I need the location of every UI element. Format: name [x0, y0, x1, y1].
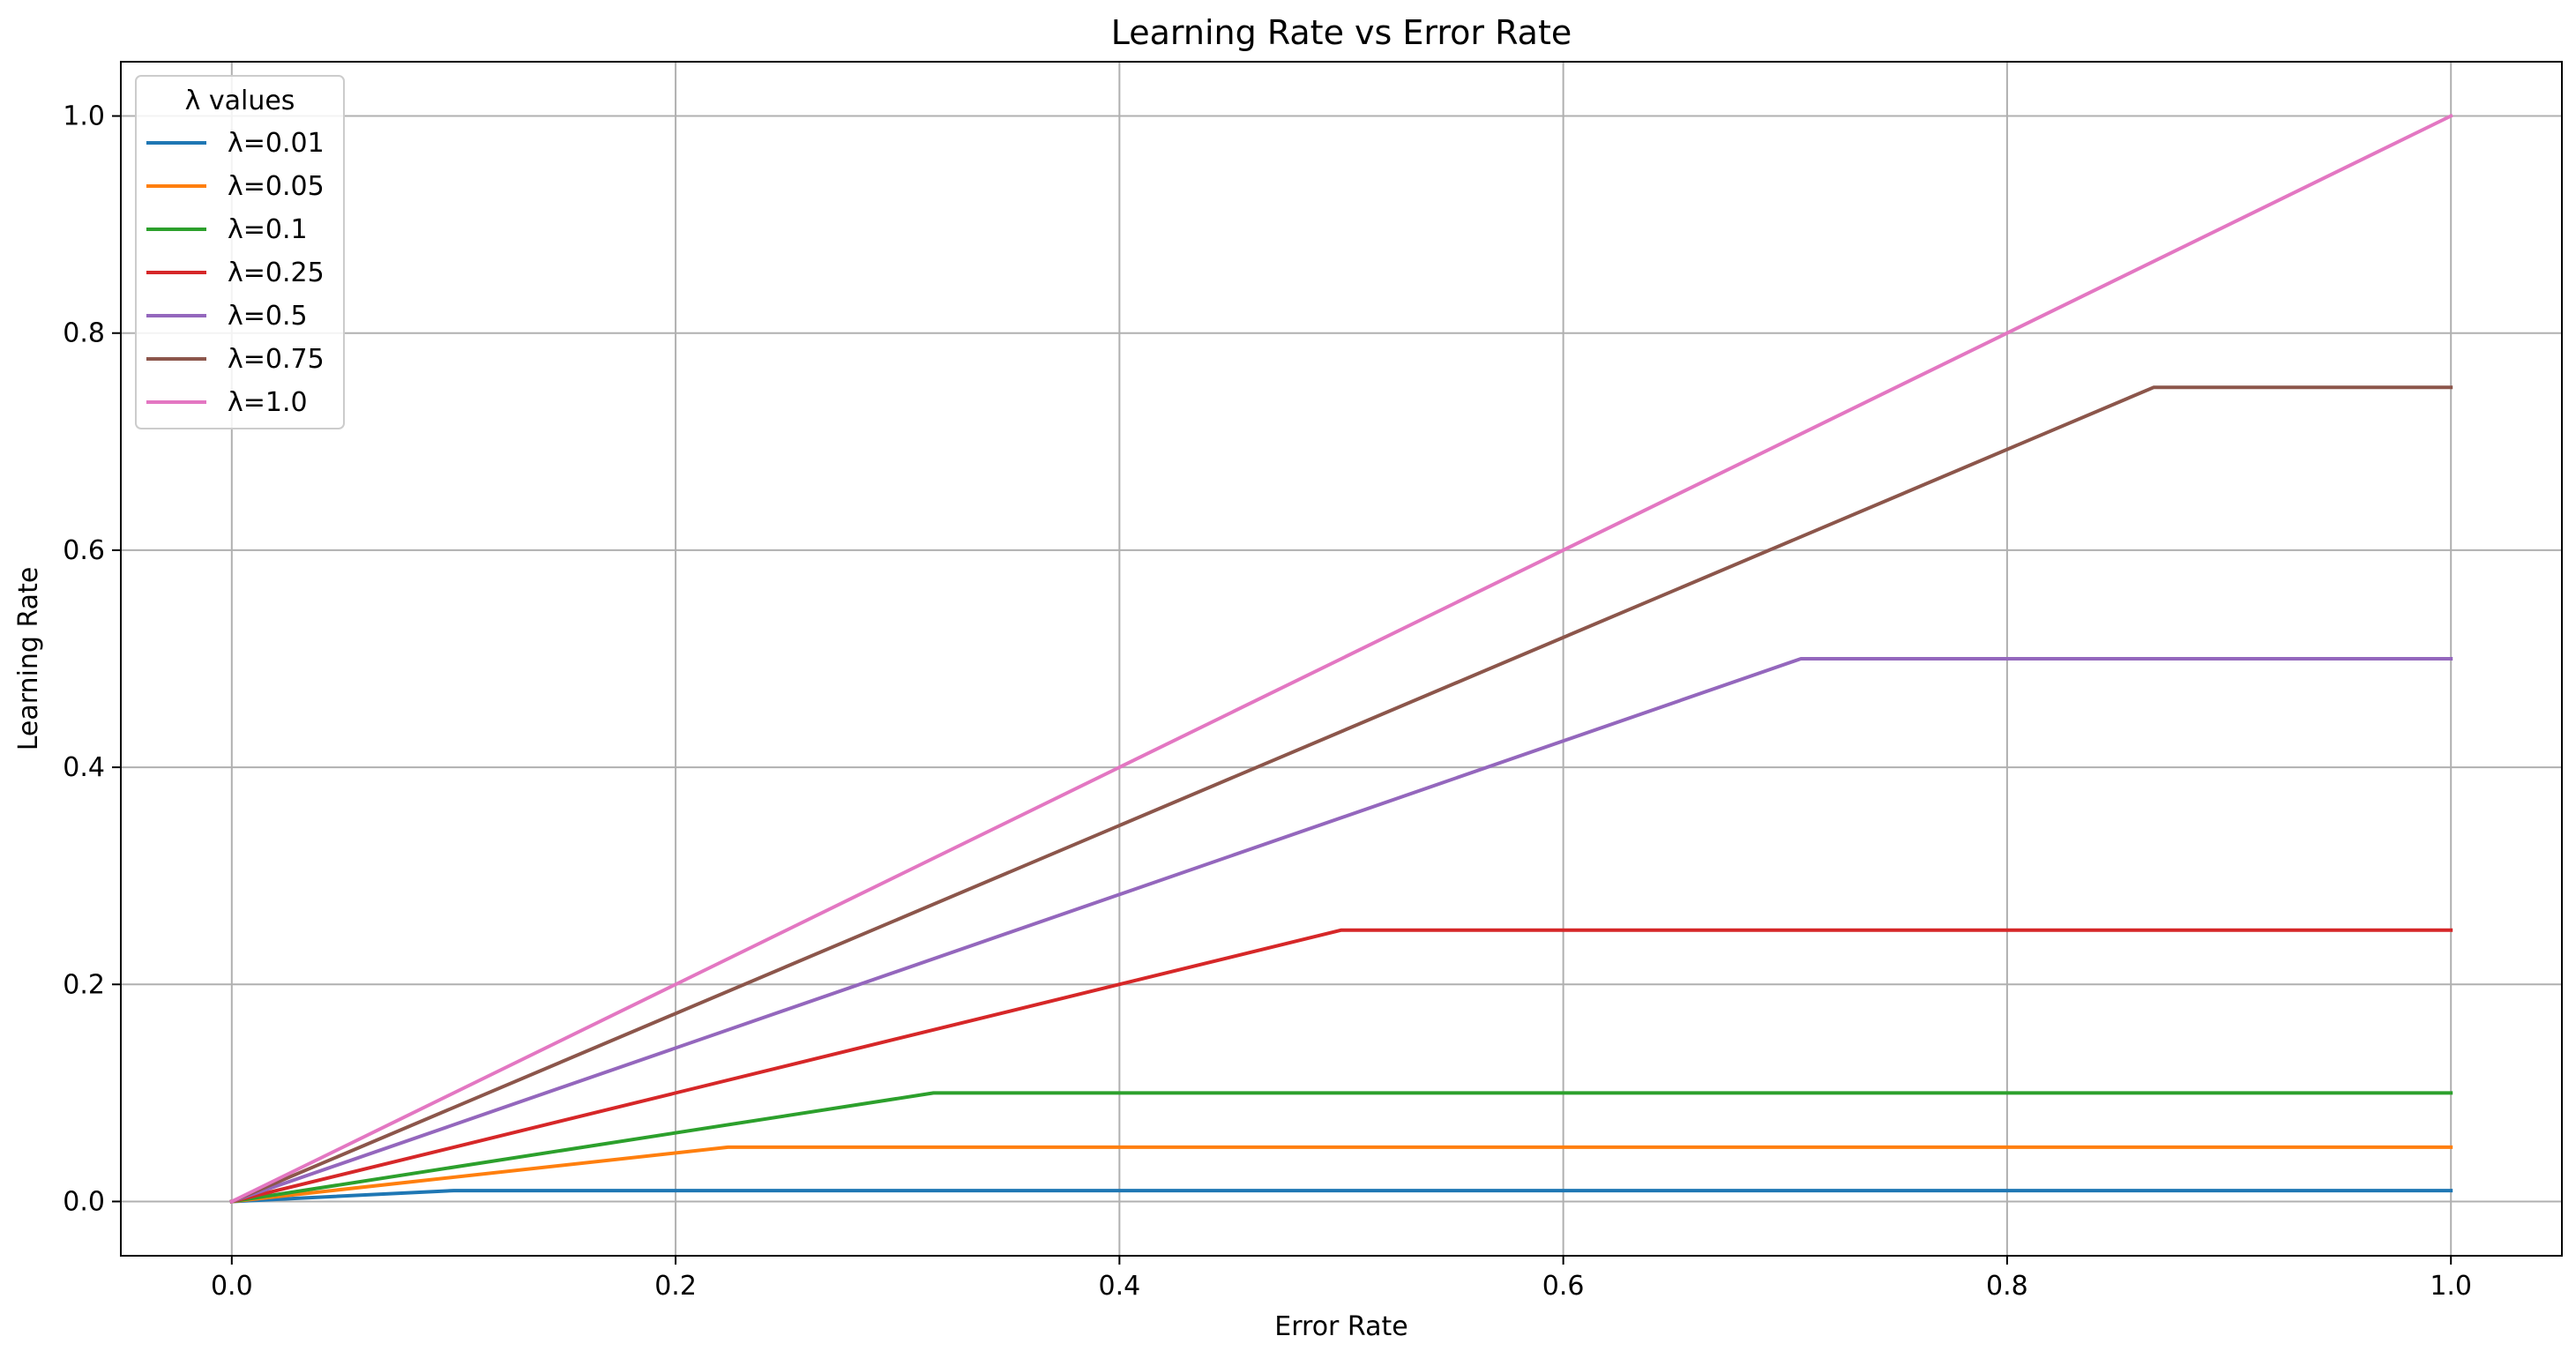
- series-line-6: [229, 113, 2453, 1205]
- chart-title: Learning Rate vs Error Rate: [1111, 13, 1572, 52]
- legend-label-3: λ=0.25: [228, 258, 325, 288]
- x-tick-label: 0.4: [1099, 1271, 1141, 1302]
- x-tick-label: 0.0: [211, 1271, 253, 1302]
- y-tick-label: 0.4: [63, 752, 105, 783]
- series-line-3: [229, 928, 2453, 1204]
- series-line-1: [229, 1145, 2453, 1204]
- series-line-5: [229, 385, 2453, 1205]
- y-axis-label: Learning Rate: [13, 567, 44, 751]
- legend-label-4: λ=0.5: [228, 301, 308, 332]
- axis-ticks: 0.0 0.2 0.4 0.6 0.8 1.0 0.0 0.2 0.4 0.6 0.8 1.0: [63, 101, 2472, 1302]
- grid: [121, 62, 2562, 1256]
- legend: λ values λ=0.01λ=0.05λ=0.1λ=0.25λ=0.5λ=0…: [135, 75, 345, 429]
- series-lines: [229, 113, 2453, 1205]
- legend-box: [135, 75, 345, 429]
- y-tick-label: 0.8: [63, 318, 105, 349]
- x-tick-label: 0.8: [1986, 1271, 2028, 1302]
- series-line-0: [229, 1189, 2453, 1204]
- y-tick-label: 1.0: [63, 101, 105, 132]
- legend-label-5: λ=0.75: [228, 344, 325, 375]
- legend-label-2: λ=0.1: [228, 214, 308, 245]
- x-axis-label: Error Rate: [1274, 1311, 1407, 1342]
- legend-label-1: λ=0.05: [228, 171, 325, 202]
- legend-label-6: λ=1.0: [228, 387, 308, 418]
- y-tick-label: 0.6: [63, 535, 105, 566]
- legend-items: λ=0.01 λ=0.05 λ=0.1 λ=0.25 λ=0.5 λ=0.75 λ=1.0: [146, 128, 325, 418]
- y-tick-label: 0.0: [63, 1186, 105, 1217]
- x-tick-label: 0.6: [1542, 1271, 1585, 1302]
- x-tick-label: 0.2: [654, 1271, 697, 1302]
- legend-label-0: λ=0.01: [228, 128, 325, 159]
- x-tick-label: 1.0: [2430, 1271, 2472, 1302]
- series-line-4: [229, 657, 2453, 1205]
- y-tick-label: 0.2: [63, 969, 105, 1000]
- legend-title: λ values: [185, 86, 295, 116]
- plot-frame: [120, 61, 2563, 1257]
- series-line-2: [229, 1091, 2453, 1204]
